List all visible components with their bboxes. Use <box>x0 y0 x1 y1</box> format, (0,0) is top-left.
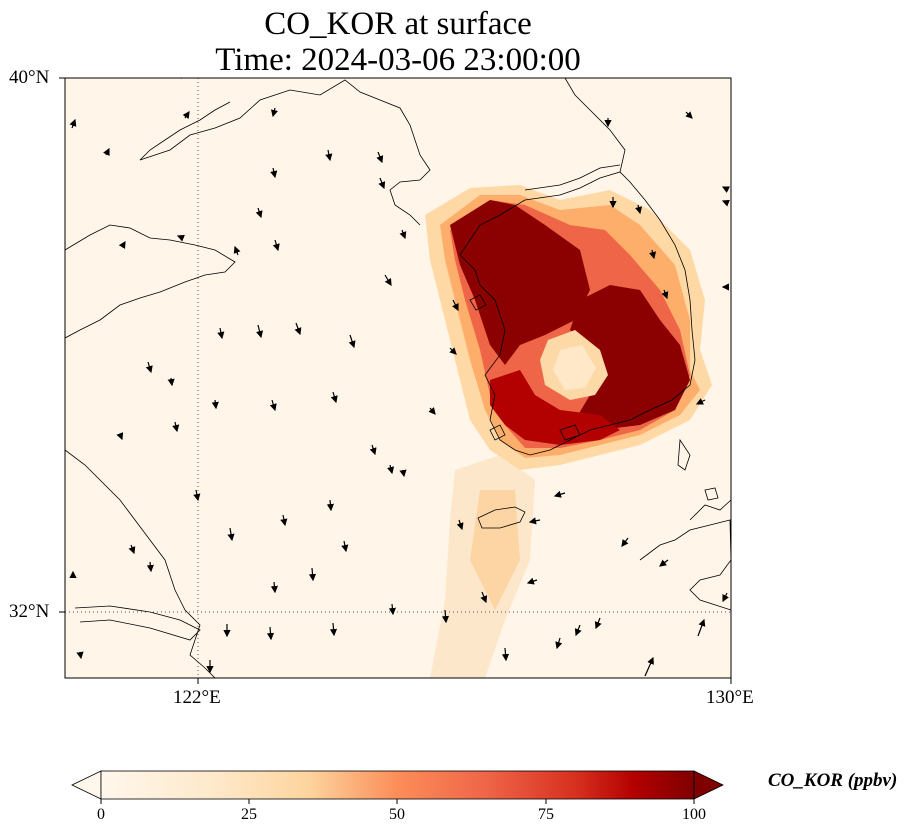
wind-arrow <box>103 147 110 156</box>
lat-tick-label-40: 40°N <box>9 67 50 88</box>
wind-arrow <box>255 207 263 219</box>
colorbar-tick-50: 50 <box>389 806 405 823</box>
wind-arrow <box>399 229 407 240</box>
wind-arrow <box>635 204 643 215</box>
wind-arrow <box>172 421 180 433</box>
wind-arrow <box>695 398 706 405</box>
wind-arrow <box>175 78 182 79</box>
wind-arrow <box>376 151 384 164</box>
wind-arrow <box>266 626 275 641</box>
wind-arrow <box>449 347 457 355</box>
wind-arrow <box>176 234 185 242</box>
wind-arrow <box>659 559 669 567</box>
wind-arrow <box>341 540 349 553</box>
wind-arrow <box>621 537 629 547</box>
colorbar-tick-25: 25 <box>241 806 257 823</box>
wind-arrow <box>452 299 459 312</box>
wind-arrow <box>325 149 333 162</box>
wind-arrow <box>528 517 541 525</box>
wind-arrow <box>211 399 219 410</box>
wind-arrow <box>594 617 602 630</box>
wind-arrow <box>697 618 706 637</box>
wind-arrow <box>326 499 334 512</box>
wind-arrow <box>167 377 175 387</box>
wind-arrow <box>480 591 488 604</box>
wind-arrow <box>384 274 392 287</box>
wind-arrow <box>217 327 225 340</box>
wind-arrow <box>329 622 338 637</box>
map-frame <box>64 77 732 679</box>
wind-arrow <box>378 177 386 190</box>
wind-arrow <box>270 167 278 179</box>
lon-tick-label-130: 130°E <box>706 687 754 708</box>
map-title-line-1: CO_KOR at surface <box>264 6 532 42</box>
wind-arrow <box>146 561 154 573</box>
wind-arrow <box>399 469 407 478</box>
wind-arrow <box>145 361 153 374</box>
wind-arrow <box>388 603 396 616</box>
wind-arrow <box>182 111 190 119</box>
wind-arrow <box>308 567 317 582</box>
colorbar <box>71 770 724 804</box>
colorbar-tick-75: 75 <box>538 806 554 823</box>
wind-arrow <box>69 118 77 129</box>
wind-arrow <box>428 407 436 415</box>
wind-arrow <box>118 240 126 249</box>
wind-arrow <box>272 239 280 252</box>
wind-arrow <box>233 245 241 256</box>
map-title-line-2: Time: 2024-03-06 23:00:00 <box>215 42 581 78</box>
wind-arrow <box>369 444 377 456</box>
wind-arrow <box>721 186 730 193</box>
gridlines <box>65 78 731 678</box>
wind-arrow <box>280 514 288 527</box>
wind-arrow <box>722 592 729 603</box>
lon-tick-label-122: 122°E <box>173 687 221 708</box>
axis-ticks <box>59 77 732 684</box>
co-concentration-field <box>425 185 712 678</box>
wind-arrow <box>348 334 356 349</box>
wind-arrow <box>116 432 124 441</box>
wind-arrow <box>644 656 654 677</box>
wind-arrow <box>270 107 278 118</box>
wind-arrow <box>661 289 669 300</box>
wind-arrow <box>256 324 264 339</box>
wind-arrow <box>294 322 302 336</box>
wind-arrow <box>526 577 538 585</box>
wind-arrow <box>76 651 84 660</box>
wind-arrow <box>227 527 235 542</box>
wind-arrow <box>269 399 277 412</box>
wind-arrow <box>685 111 693 119</box>
wind-arrow <box>193 489 201 502</box>
lat-tick-label-32: 32°N <box>9 601 50 622</box>
wind-arrow <box>456 519 464 531</box>
colorbar-label: CO_KOR (ppbv) <box>768 770 898 791</box>
colorbar-tick-0: 0 <box>97 806 105 823</box>
wind-arrow <box>441 609 450 624</box>
wind-arrow <box>387 464 395 475</box>
wind-arrow <box>574 624 582 637</box>
wind-arrow <box>330 391 338 404</box>
wind-arrow <box>270 581 278 594</box>
colorbar-tick-100: 100 <box>682 806 706 823</box>
wind-arrow <box>721 199 730 207</box>
wind-arrow <box>553 490 566 498</box>
wind-arrow <box>128 544 136 555</box>
wind-arrow <box>555 637 563 650</box>
wind-arrow <box>501 647 510 662</box>
wind-vectors <box>69 78 730 677</box>
wind-arrow <box>649 249 657 260</box>
